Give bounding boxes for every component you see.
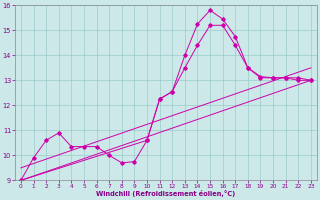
X-axis label: Windchill (Refroidissement éolien,°C): Windchill (Refroidissement éolien,°C) [96,190,236,197]
